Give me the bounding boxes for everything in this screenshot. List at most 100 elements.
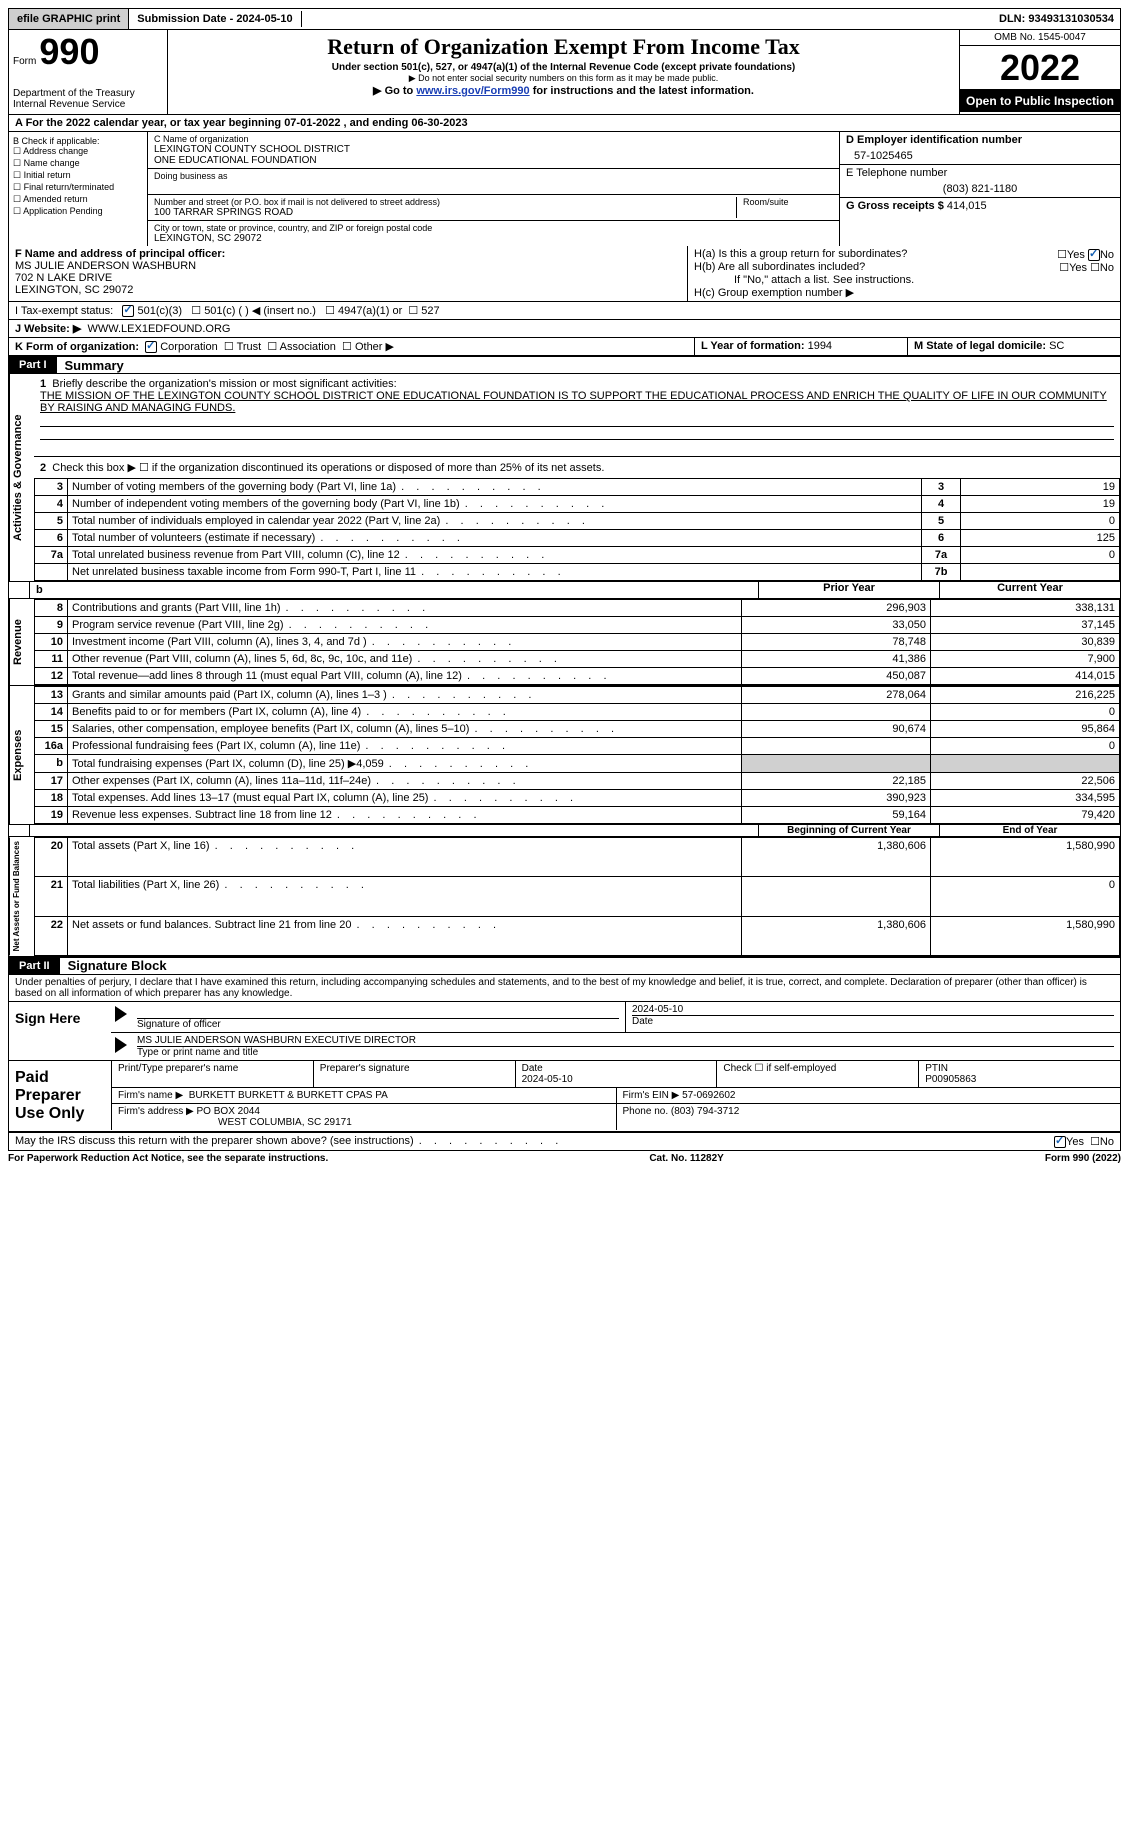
part-ii-label: Part II — [9, 958, 60, 974]
row-num: 10 — [35, 634, 68, 651]
chk-initial-return[interactable]: Initial return — [24, 170, 71, 180]
row-desc: Total liabilities (Part X, line 26) — [68, 877, 742, 916]
chk-amended[interactable]: Amended return — [23, 194, 88, 204]
chk-address-change[interactable]: Address change — [23, 146, 88, 156]
firm-name-value: BURKETT BURKETT & BURKETT CPAS PA — [189, 1090, 388, 1101]
row-box: 6 — [922, 530, 961, 547]
discuss-yes-checkbox[interactable] — [1054, 1136, 1066, 1148]
row-num: 15 — [35, 721, 68, 738]
row-desc: Revenue less expenses. Subtract line 18 … — [68, 807, 742, 824]
prior-year-val: 450,087 — [742, 668, 931, 685]
vert-expenses: Expenses — [9, 686, 34, 824]
row-desc: Investment income (Part VIII, column (A)… — [68, 634, 742, 651]
opt-corp: Corporation — [160, 341, 217, 353]
prior-year-val: 78,748 — [742, 634, 931, 651]
website-value: WWW.LEX1EDFOUND.ORG — [87, 323, 230, 335]
501c3-checkbox[interactable] — [122, 305, 134, 317]
corp-checkbox[interactable] — [145, 341, 157, 353]
prior-year-val — [742, 704, 931, 721]
row-num: 9 — [35, 617, 68, 634]
chk-pending[interactable]: Application Pending — [23, 206, 103, 216]
gross-receipts-label: G Gross receipts $ — [846, 200, 944, 212]
h-c-label: H(c) Group exemption number ▶ — [694, 286, 1114, 299]
current-year-val: 0 — [931, 704, 1120, 721]
opt-501c3: 501(c)(3) — [137, 305, 182, 317]
revenue-table: 8 Contributions and grants (Part VIII, l… — [34, 599, 1120, 685]
prior-year-val: 33,050 — [742, 617, 931, 634]
part-ii-header: Part II Signature Block — [8, 957, 1121, 975]
phone-value: (803) 821-1180 — [846, 179, 1114, 195]
activities-table: 3 Number of voting members of the govern… — [34, 478, 1120, 581]
firm-phone-label: Phone no. — [623, 1106, 669, 1117]
form-header: Form 990 Department of the Treasury Inte… — [8, 30, 1121, 115]
goto-pre: ▶ Go to — [373, 85, 416, 97]
row-num: 12 — [35, 668, 68, 685]
row-val: 125 — [961, 530, 1120, 547]
self-employed-check[interactable]: Check ☐ if self-employed — [716, 1061, 918, 1087]
tax-status-label: I Tax-exempt status: — [15, 305, 113, 317]
prep-date-value: 2024-05-10 — [522, 1074, 711, 1085]
current-year-val: 334,595 — [931, 790, 1120, 807]
chk-final-return[interactable]: Final return/terminated — [24, 182, 115, 192]
current-year-val: 1,580,990 — [931, 916, 1120, 955]
line-i: I Tax-exempt status: 501(c)(3) ☐ 501(c) … — [8, 302, 1121, 320]
sign-here-label: Sign Here — [9, 1002, 111, 1060]
arrow-icon — [115, 1006, 127, 1022]
ha-no-checkbox[interactable] — [1088, 249, 1100, 261]
signature-block: Sign Here Signature of officer 2024-05-1… — [8, 1002, 1121, 1133]
current-year-val: 338,131 — [931, 600, 1120, 617]
officer-name: MS JULIE ANDERSON WASHBURN — [15, 260, 681, 272]
prior-year-header: Prior Year — [758, 582, 939, 598]
row-desc: Number of voting members of the governin… — [68, 479, 922, 496]
submission-date: Submission Date - 2024-05-10 — [129, 11, 301, 27]
street-address: 100 TARRAR SPRINGS ROAD — [154, 207, 736, 218]
row-desc: Total assets (Part X, line 16) — [68, 838, 742, 877]
opt-501c: 501(c) ( ) ◀ (insert no.) — [204, 305, 316, 317]
row-val — [961, 564, 1120, 581]
line-a: A For the 2022 calendar year, or tax yea… — [8, 115, 1121, 132]
h-b-label: H(b) Are all subordinates included? — [694, 261, 865, 274]
gross-receipts-value: 414,015 — [947, 200, 987, 212]
firm-ein-label: Firm's EIN ▶ — [623, 1090, 680, 1101]
chk-name-change[interactable]: Name change — [24, 158, 80, 168]
current-year-val: 0 — [931, 738, 1120, 755]
row-desc: Other expenses (Part IX, column (A), lin… — [68, 773, 742, 790]
opt-other: Other ▶ — [355, 341, 394, 353]
row-num: 3 — [35, 479, 68, 496]
row-val: 19 — [961, 479, 1120, 496]
opt-trust: Trust — [237, 341, 262, 353]
row-val: 0 — [961, 547, 1120, 564]
city-label: City or town, state or province, country… — [154, 223, 833, 233]
officer-type-label: Type or print name and title — [137, 1047, 1114, 1058]
prior-year-val — [742, 877, 931, 916]
row-desc: Total revenue—add lines 8 through 11 (mu… — [68, 668, 742, 685]
ein-value: 57-1025465 — [846, 146, 1114, 162]
row-desc: Professional fundraising fees (Part IX, … — [68, 738, 742, 755]
efile-print-button[interactable]: efile GRAPHIC print — [9, 9, 129, 29]
current-year-val: 37,145 — [931, 617, 1120, 634]
block-b-label: B Check if applicable: — [13, 136, 143, 146]
irs-link[interactable]: www.irs.gov/Form990 — [416, 85, 529, 97]
opt-4947: 4947(a)(1) or — [338, 305, 402, 317]
opt-assoc: Association — [280, 341, 336, 353]
footer-right: Form 990 (2022) — [1045, 1153, 1121, 1164]
current-year-val: 7,900 — [931, 651, 1120, 668]
row-desc: Total fundraising expenses (Part IX, col… — [68, 755, 742, 773]
prior-year-val: 1,380,606 — [742, 838, 931, 877]
ein-label: D Employer identification number — [846, 134, 1114, 146]
row-desc: Net unrelated business taxable income fr… — [68, 564, 922, 581]
row-num: 19 — [35, 807, 68, 824]
form-org-label: K Form of organization: — [15, 341, 139, 353]
current-year-val: 95,864 — [931, 721, 1120, 738]
city-state-zip: LEXINGTON, SC 29072 — [154, 233, 833, 244]
org-name-2: ONE EDUCATIONAL FOUNDATION — [154, 155, 833, 166]
row-box: 7b — [922, 564, 961, 581]
goto-post: for instructions and the latest informat… — [530, 85, 754, 97]
state-dom-label: M State of legal domicile: — [914, 340, 1046, 352]
begin-year-header: Beginning of Current Year — [758, 825, 939, 836]
row-num: 7a — [35, 547, 68, 564]
mission-text: THE MISSION OF THE LEXINGTON COUNTY SCHO… — [40, 390, 1114, 414]
sig-officer-label: Signature of officer — [137, 1019, 619, 1030]
row-num: 4 — [35, 496, 68, 513]
block-b: B Check if applicable: ☐ Address change … — [9, 132, 148, 246]
